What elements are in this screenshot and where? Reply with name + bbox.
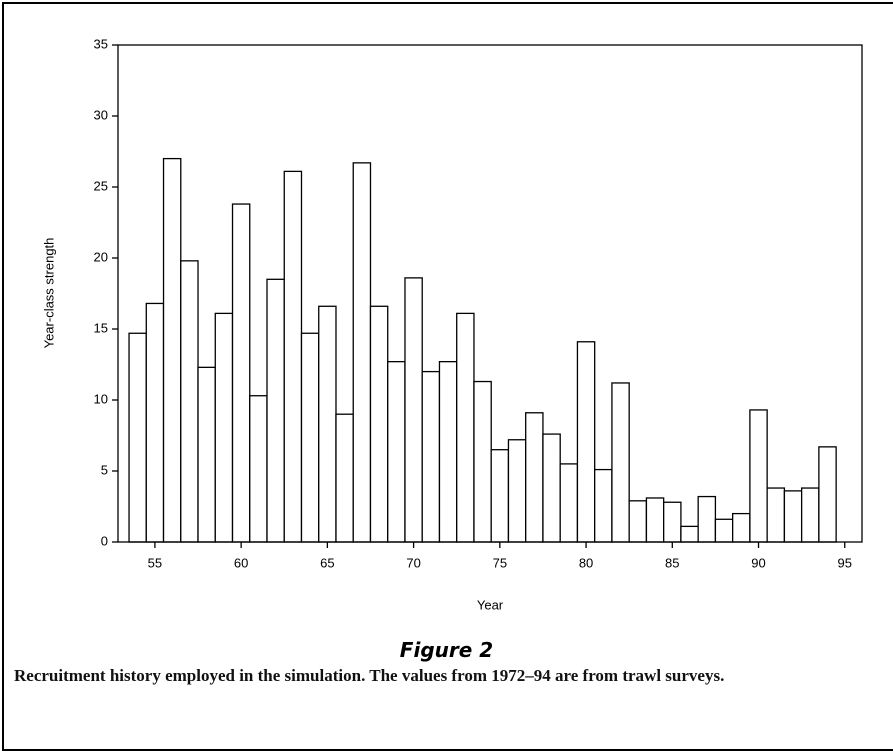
bar <box>576 341 596 543</box>
bar <box>766 487 786 543</box>
plot-frame <box>117 44 863 543</box>
caption: Recruitment history employed in the simu… <box>14 666 725 685</box>
bar <box>542 433 561 543</box>
y-tick-label: 10 <box>94 391 108 406</box>
bar <box>318 305 337 543</box>
bar <box>697 495 717 543</box>
bar <box>645 497 665 543</box>
x-tick-label: 80 <box>579 555 593 570</box>
bar <box>507 439 527 543</box>
bar <box>732 512 751 543</box>
bar <box>266 278 285 543</box>
y-axis-label: Year-class strength <box>41 238 56 349</box>
x-axis-label: Year <box>477 597 504 612</box>
bar <box>369 305 389 543</box>
bar <box>387 361 406 543</box>
y-tick-label: 35 <box>94 36 108 51</box>
bar <box>818 446 837 543</box>
x-tick-label: 90 <box>751 555 765 570</box>
bar <box>214 312 234 543</box>
bar <box>456 312 475 543</box>
y-tick-label: 25 <box>94 178 108 193</box>
bar <box>594 468 613 543</box>
bar <box>231 203 251 543</box>
bar <box>404 277 423 543</box>
bar <box>249 395 268 543</box>
y-tick-label: 0 <box>101 533 108 548</box>
bar <box>283 170 303 543</box>
y-tick-label: 20 <box>94 249 108 264</box>
bar <box>180 260 199 543</box>
bar <box>352 162 372 543</box>
bar <box>128 332 147 543</box>
bar <box>490 449 510 543</box>
bar <box>473 380 492 543</box>
x-tick-label: 75 <box>493 555 507 570</box>
bar <box>680 525 699 543</box>
bar <box>783 490 803 543</box>
bar <box>525 412 544 543</box>
x-tick-label: 95 <box>838 555 852 570</box>
bar <box>800 487 820 543</box>
bar <box>421 370 441 543</box>
y-tick-label: 15 <box>94 320 108 335</box>
x-tick-label: 60 <box>234 555 248 570</box>
bar <box>145 302 165 543</box>
bar <box>559 463 579 543</box>
bar <box>197 366 216 543</box>
x-tick-label: 65 <box>320 555 334 570</box>
bar <box>162 157 182 543</box>
x-tick-label: 70 <box>406 555 420 570</box>
x-tick-label: 55 <box>148 555 162 570</box>
bar <box>714 518 734 543</box>
bar <box>628 500 648 543</box>
x-tick-label: 85 <box>665 555 679 570</box>
y-tick-label: 30 <box>94 107 108 122</box>
bar <box>300 332 320 543</box>
bar <box>663 501 682 543</box>
bar <box>335 413 354 543</box>
bar <box>438 361 458 543</box>
bar <box>749 409 768 543</box>
figure-label: Figure 2 <box>399 638 494 662</box>
y-tick-label: 5 <box>101 462 108 477</box>
bar <box>611 382 630 543</box>
